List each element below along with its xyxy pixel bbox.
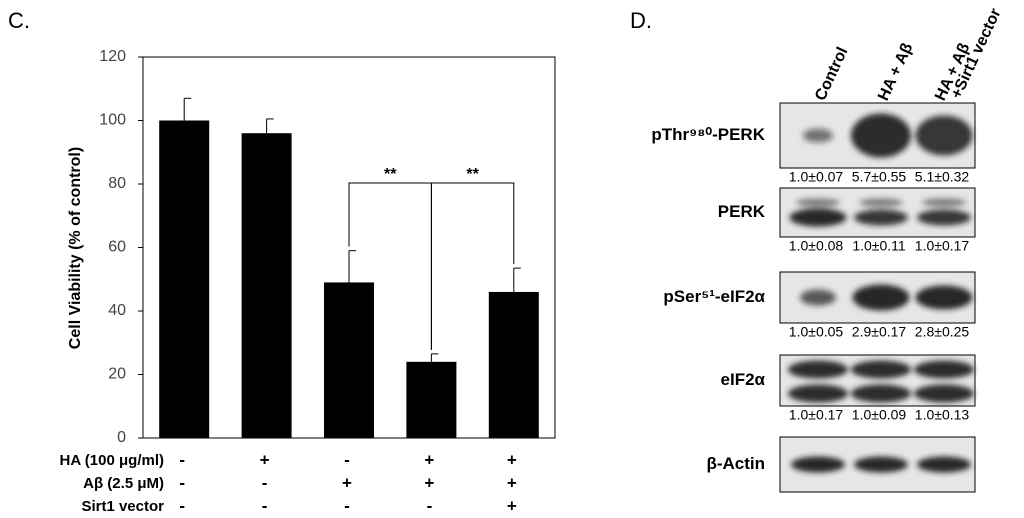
y-tick-label: 60 (108, 239, 126, 256)
blot-bands (800, 284, 973, 311)
condition-sign: - (179, 496, 185, 515)
quantification: 2.8±0.25 (915, 324, 970, 340)
blot-bands (791, 456, 971, 473)
band (851, 113, 911, 158)
bar (159, 120, 210, 438)
band (852, 284, 910, 311)
condition-sign: + (507, 496, 517, 515)
condition-sign: + (424, 473, 434, 492)
significance-bracket (430, 182, 515, 350)
condition-sign: + (424, 450, 434, 469)
band (854, 209, 908, 226)
band (789, 208, 847, 227)
bar (406, 361, 457, 438)
y-tick-label: 20 (108, 366, 126, 383)
band (803, 128, 833, 143)
band (800, 289, 836, 306)
panel-label: C. (8, 8, 30, 33)
band (922, 198, 966, 207)
band (914, 384, 974, 403)
condition-sign: - (179, 473, 185, 492)
band (788, 360, 848, 379)
condition-sign: - (262, 496, 268, 515)
band (917, 456, 971, 473)
band (859, 198, 903, 207)
condition-sign: - (262, 473, 268, 492)
row-label: pSer⁵¹-eIF2α (663, 287, 765, 306)
error-bar (513, 267, 521, 292)
error-bar (183, 97, 192, 121)
row-label: β-Actin (706, 454, 765, 473)
significance-label: ** (466, 166, 479, 183)
condition-label: Aβ (2.5 μM) (83, 475, 164, 492)
quantification: 1.0±0.07 (789, 169, 844, 185)
quantification: 1.0±0.17 (789, 407, 844, 423)
bar (241, 133, 292, 438)
y-tick-label: 40 (108, 302, 126, 319)
row-label: PERK (718, 202, 766, 221)
column-header: Control (812, 45, 851, 104)
condition-sign: + (507, 473, 517, 492)
condition-sign: - (427, 496, 433, 515)
band (796, 198, 840, 207)
condition-sign: + (260, 450, 270, 469)
band (915, 285, 973, 310)
condition-label: HA (100 μg/ml) (60, 452, 164, 469)
y-tick-label: 0 (117, 429, 126, 446)
band (851, 360, 911, 379)
quantification: 1.0±0.11 (852, 238, 906, 254)
band (915, 115, 973, 156)
row-label: pThr⁹⁸⁰-PERK (651, 125, 765, 144)
condition-sign: - (179, 450, 185, 469)
blot-bands (788, 360, 974, 403)
row-label: eIF2α (721, 370, 766, 389)
quantification: 1.0±0.09 (852, 407, 907, 423)
panel-label: D. (630, 8, 652, 33)
error-bar (266, 118, 274, 134)
column-header: HA + Aβ (875, 40, 917, 103)
quantification: 5.1±0.32 (915, 169, 970, 185)
condition-sign: - (344, 496, 350, 515)
band (914, 360, 974, 379)
y-axis-label: Cell Viability (% of control) (67, 147, 84, 349)
y-tick-label: 120 (99, 48, 126, 65)
y-tick-label: 100 (99, 112, 126, 129)
quantification: 1.0±0.13 (915, 407, 970, 423)
quantification: 2.9±0.17 (852, 324, 907, 340)
condition-label: Sirt1 vector (81, 498, 164, 515)
quantification: 1.0±0.08 (789, 238, 844, 254)
bar (324, 282, 374, 438)
y-tick-label: 80 (108, 175, 126, 192)
band (791, 456, 845, 473)
band (788, 384, 848, 403)
band (917, 209, 971, 226)
band (851, 384, 911, 403)
error-bar (430, 353, 439, 362)
error-bar (348, 250, 356, 283)
significance-label: ** (384, 166, 397, 183)
quantification: 5.7±0.55 (852, 169, 907, 185)
band (854, 456, 908, 473)
condition-sign: + (342, 473, 352, 492)
blot-bands (789, 198, 971, 227)
blot-bands (803, 113, 973, 158)
bar (488, 291, 539, 438)
quantification: 1.0±0.17 (915, 238, 970, 254)
condition-sign: + (507, 450, 517, 469)
quantification: 1.0±0.05 (789, 324, 844, 340)
condition-sign: - (344, 450, 350, 469)
